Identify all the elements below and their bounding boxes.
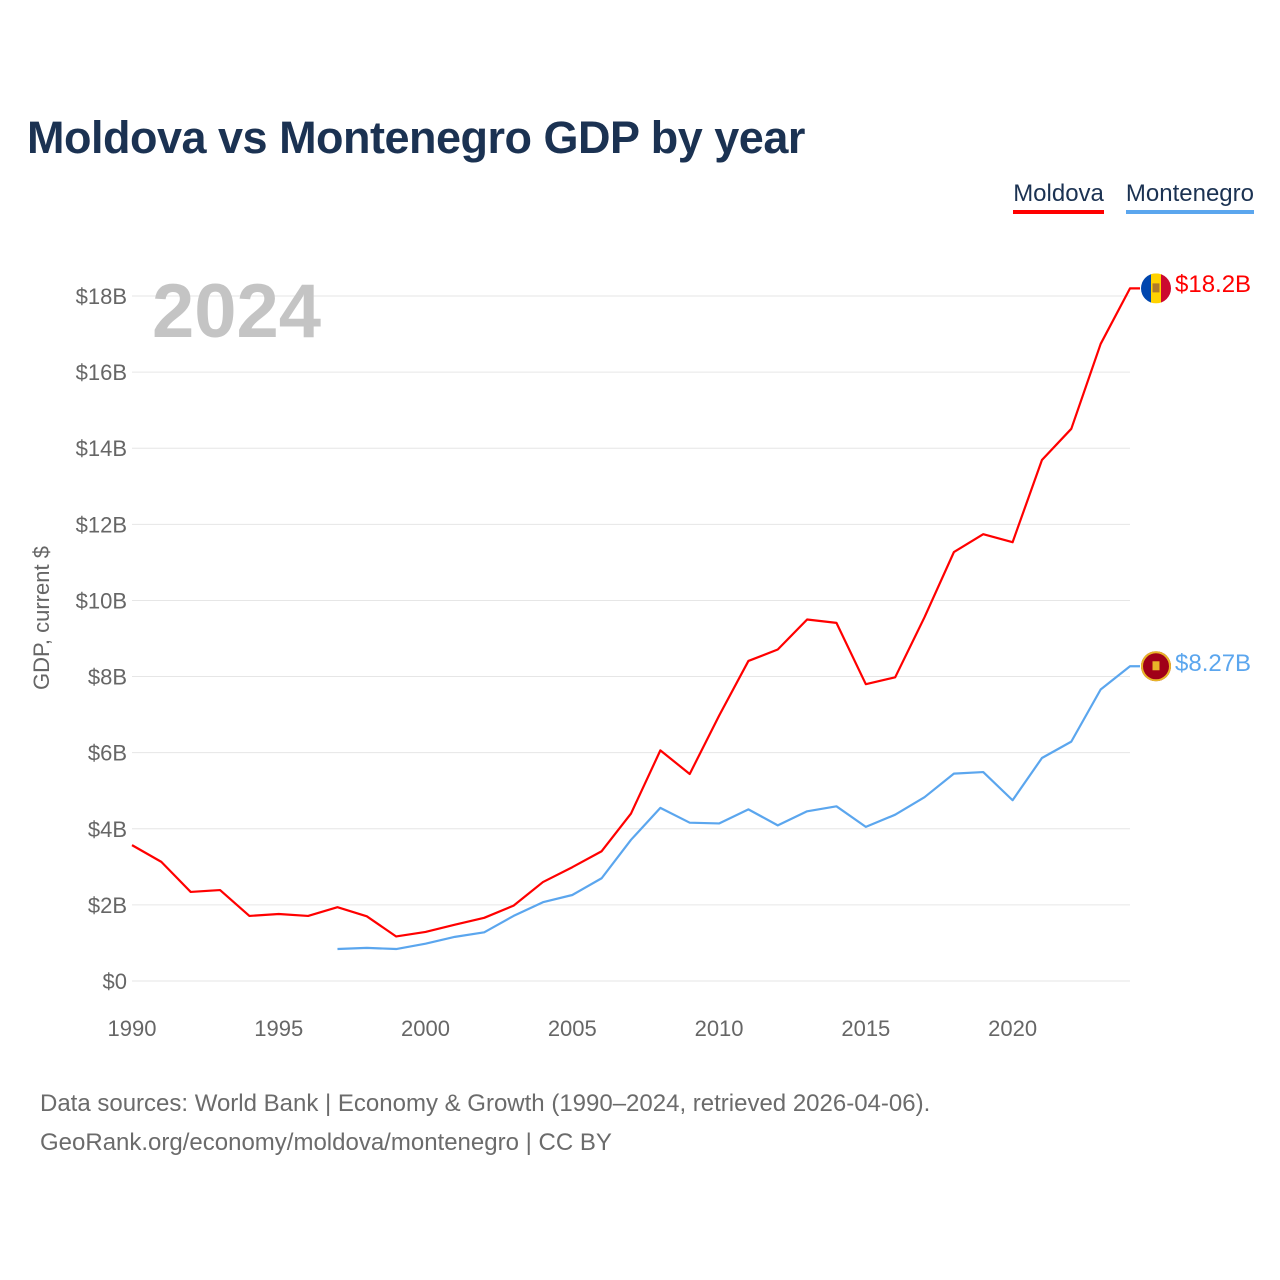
end-label-moldova: $18.2B bbox=[1175, 271, 1252, 298]
flag-moldova-icon bbox=[1141, 273, 1171, 304]
source-line-1: Data sources: World Bank | Economy & Gro… bbox=[40, 1090, 931, 1117]
x-tick-label: 2005 bbox=[548, 1016, 597, 1041]
y-tick-label: $6B bbox=[88, 741, 127, 766]
chart-title: Moldova vs Montenegro GDP by year bbox=[27, 112, 805, 163]
end-label-montenegro: $8.27B bbox=[1175, 650, 1252, 677]
year-label: 2024 bbox=[152, 269, 322, 354]
x-tick-label: 2020 bbox=[988, 1016, 1037, 1041]
y-tick-label: $0 bbox=[103, 969, 127, 994]
y-axis-label: GDP, current $ bbox=[29, 546, 54, 690]
series-line-montenegro bbox=[337, 665, 1140, 951]
source-note: Data sources: World Bank | Economy & Gro… bbox=[40, 1084, 930, 1162]
x-tick-label: 1990 bbox=[108, 1016, 157, 1041]
source-line-2[interactable]: GeoRank.org/economy/moldova/montenegro |… bbox=[40, 1129, 612, 1156]
y-tick-label: $12B bbox=[76, 512, 127, 537]
x-tick-label: 2010 bbox=[695, 1016, 744, 1041]
y-tick-label: $2B bbox=[88, 893, 127, 918]
series-line-moldova bbox=[131, 287, 1140, 938]
legend: Moldova Montenegro bbox=[1013, 180, 1254, 214]
x-tick-label: 2015 bbox=[841, 1016, 890, 1041]
legend-item-moldova[interactable]: Moldova bbox=[1013, 180, 1104, 214]
x-tick-label: 1995 bbox=[254, 1016, 303, 1041]
y-tick-label: $10B bbox=[76, 588, 127, 613]
x-tick-label: 2000 bbox=[401, 1016, 450, 1041]
y-tick-label: $18B bbox=[76, 284, 127, 309]
y-tick-label: $8B bbox=[88, 665, 127, 690]
legend-item-montenegro[interactable]: Montenegro bbox=[1125, 180, 1254, 214]
y-tick-label: $16B bbox=[76, 360, 127, 385]
y-tick-label: $14B bbox=[76, 436, 127, 461]
flag-montenegro-icon bbox=[1141, 651, 1171, 682]
y-tick-label: $4B bbox=[88, 817, 127, 842]
